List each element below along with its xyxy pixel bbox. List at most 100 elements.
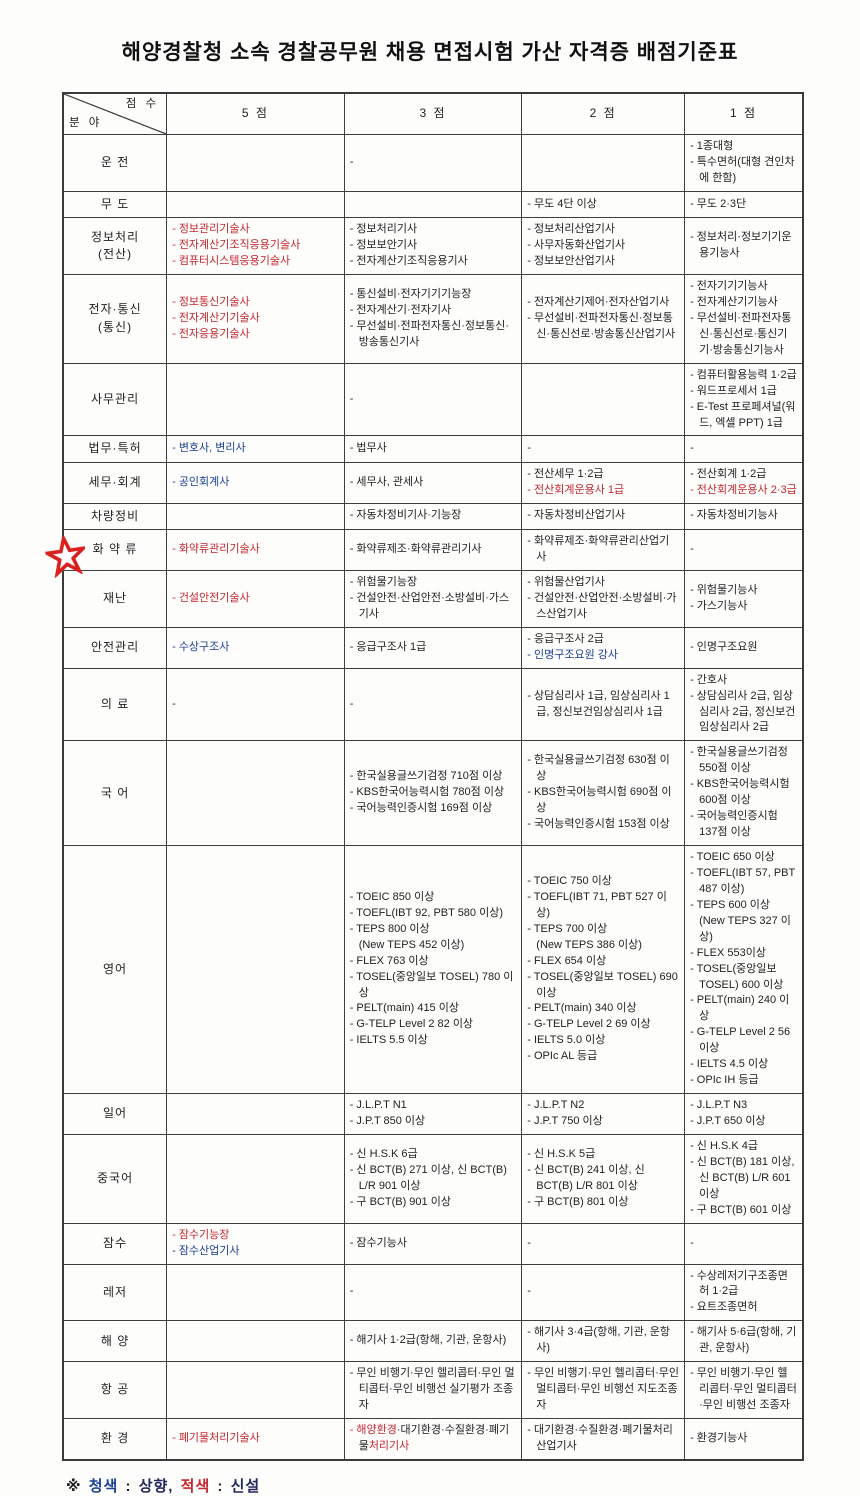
score-cell: - 한국실용글쓰기검정 630점 이상 - KBS한국어능력시험 690점 이상 -…: [521, 740, 686, 847]
cert-item: - 국어능력인증시험 169점 이상: [349, 802, 493, 815]
cert-item: - 해기사 3·4급(항해, 기관, 운항사): [527, 1326, 671, 1355]
star-icon: [43, 533, 89, 579]
score-cell: [521, 362, 686, 437]
cert-item: -: [172, 697, 176, 710]
cert-item: - 수상구조사: [172, 640, 230, 653]
score-cell: - 응급구조사 2급 - 인명구조요원 강사: [521, 626, 686, 669]
color-legend: ※ 청색 : 상향, 적색 : 신설: [66, 1475, 860, 1496]
table-row: 안전관리 - 수상구조사 - 응급구조사 1급 - 응급구조사 2급 - 인명구조요원 …: [62, 626, 804, 669]
category-cell: 운 전: [62, 134, 168, 192]
score-cell: -: [521, 1263, 686, 1322]
score-cell: - 무도 2·3단: [684, 190, 804, 219]
category-cell: 잠수: [62, 1222, 168, 1265]
score-cell: - 해기사 1·2급(항해, 기관, 운항사): [343, 1320, 523, 1363]
category-cell: 무 도: [62, 190, 168, 219]
cert-item: - 전자계산기·전자기사: [349, 303, 452, 316]
cert-item: - 해기사 5·6급(항해, 기관, 운항사): [690, 1326, 797, 1355]
cert-item: - 무도 2·3단: [690, 197, 747, 210]
table-row: 국 어 - 한국실용글쓰기검정 710점 이상 - KBS한국어능력시험 780점 …: [62, 740, 804, 847]
score-cell: - 전산세무 1·2급 - 전산회계운용사 1급: [521, 461, 686, 504]
cert-item: - 인명구조요원 강사: [527, 648, 619, 661]
score-cell: - 무인 비행기·무인 헬리콥터·무인 멀티콥터·무인 비행선 조종자: [684, 1361, 804, 1420]
cert-item: - J.P.T 650 이상: [690, 1115, 766, 1128]
cert-item: - FLEX 763 이상: [349, 954, 429, 967]
cert-item: - J.L.P.T N1: [349, 1099, 407, 1112]
score-cell: - 공인회계사: [166, 461, 345, 504]
score-cell: - 통신설비·전자기기기능장 - 전자계산기·전자기사 - 무선설비·전파전자통신·…: [343, 274, 523, 364]
score-cell: [166, 190, 345, 219]
cert-item: - 한국실용글쓰기검정 710점 이상: [349, 770, 503, 783]
cert-item: - 해양환경·대기환경·수질환경·폐기물처리기사: [349, 1424, 510, 1452]
score-cell: - 해기사 5·6급(항해, 기관, 운항사): [684, 1320, 804, 1363]
score-cell: - 한국실용글쓰기검정 550점 이상 - KBS한국어능력시험 600점 이상 -…: [684, 740, 804, 847]
score-cell: [166, 502, 345, 531]
category-cell: 해 양: [62, 1320, 168, 1363]
cert-item: - 전산세무 1·2급: [527, 467, 604, 480]
cert-item: - 잠수기능장: [172, 1228, 230, 1241]
score-cell: - 수상레저기구조종면허 1·2급 - 요트조종면허: [684, 1263, 804, 1322]
cert-item: - KBS한국어능력시험 690점 이상: [527, 786, 672, 815]
cert-item: - 구 BCT(B) 801 이상: [527, 1195, 629, 1208]
cert-item: - OPIc AL 등급: [527, 1050, 598, 1063]
score-cell: - TOEIC 650 이상 - TOEFL(IBT 57, PBT 487 이상…: [684, 845, 804, 1095]
cert-item: - 무선설비·전파전자통신·정보통신·통신선로·방송통신산업기사: [527, 311, 676, 340]
cert-item: - 응급구조사 2급: [527, 632, 604, 645]
cert-item: - 건설안전·산업안전·소방설비·가스산업기사: [527, 591, 677, 620]
cert-item: - 신 H.S.K 6급: [349, 1147, 418, 1160]
table-row: 중국어 - 신 H.S.K 6급 - 신 BCT(B) 271 이상, 신 BCT(…: [62, 1133, 804, 1224]
cert-item: - 국어능력인증시험 153점 이상: [527, 818, 670, 831]
cert-item: - 통신설비·전자기기기능장: [349, 287, 472, 300]
cert-item: - 전자계산기조직응용기술사: [172, 239, 301, 252]
table-row: 세무·회계 - 공인회계사 - 세무사, 관세사 - 전산세무 1·2급 - 전산회계운…: [62, 461, 804, 504]
cert-item: - 대기환경·수질환경·폐기물처리산업기사: [527, 1424, 673, 1452]
category-cell: 화 약 류: [62, 529, 168, 571]
cert-item: - 정보보안산업기사: [527, 255, 615, 268]
cert-item: - 인명구조요원: [690, 640, 758, 653]
table-row: 레저 - - - 수상레저기구조종면허 1·2급 - 요트조종면허: [62, 1263, 804, 1322]
table-row: 전자·통신 (통신) - 정보통신기술사 - 전자계산기기술사 - 전자응용기술사 - …: [62, 274, 804, 364]
cert-item: - 무선설비·전파전자통신·통신선로·통신기기·방송통신기능사: [690, 311, 792, 356]
cert-item: - 건설안전·산업안전·소방설비·가스기사: [349, 591, 510, 620]
cert-item: - PELT(main) 415 이상: [349, 1002, 459, 1015]
cert-item: - 전자응용기술사: [172, 327, 250, 340]
category-cell: 안전관리: [62, 626, 168, 669]
score-cell: - 무도 4단 이상: [521, 190, 686, 219]
score-cell: - 해양환경·대기환경·수질환경·폐기물처리기사: [343, 1418, 523, 1461]
cert-item: - IELTS 5.0 이상: [527, 1034, 606, 1047]
score-cell: -: [343, 362, 523, 437]
cert-item: - 신 BCT(B) 271 이상, 신 BCT(B) L/R 901 이상: [349, 1163, 507, 1192]
score-cell: - TOEIC 850 이상 - TOEFL(IBT 92, PBT 580 이상…: [343, 845, 523, 1095]
cert-item: - 무인 비행기·무인 헬리콥터·무인 멀티콥터·무인 비행선 조종자: [690, 1367, 797, 1412]
cert-item: - TOSEL(중앙일보 TOSEL) 690 이상: [527, 970, 678, 999]
score-cell: - 간호사 - 상담심리사 2급, 임상심리사 2급, 정신보건임상심리사 2급: [684, 667, 804, 742]
score-cell: - 폐기물처리기술사: [166, 1418, 345, 1461]
score-cell: [166, 1133, 345, 1224]
score-cell: [166, 1093, 345, 1135]
score-cell: - J.L.P.T N2 - J.P.T 750 이상: [521, 1093, 686, 1135]
cert-item: - 화약류관리기술사: [172, 543, 260, 556]
cert-item: -: [349, 697, 354, 710]
cert-item: - 정보통신기술사: [172, 295, 250, 308]
cert-item: - TOSEL(중앙일보 TOSEL) 780 이상: [349, 970, 514, 999]
score-cell: [343, 190, 523, 219]
cert-item: -: [690, 543, 694, 556]
cert-item: - TOEFL(IBT 57, PBT 487 이상): [690, 866, 796, 895]
cert-item: - 한국실용글쓰기검정 630점 이상: [527, 754, 670, 783]
table-row: 영어 - TOEIC 850 이상 - TOEFL(IBT 92, PBT 580 …: [62, 845, 804, 1095]
score-cell: - 1종대형 - 특수면허(대형 견인차에 한함): [684, 134, 804, 192]
score-cell: - 전산회계 1·2급 - 전산회계운용사 2·3급: [684, 461, 804, 504]
table-row: 재난 - 건설안전기술사 - 위험물기능장 - 건설안전·산업안전·소방설비·가스기사…: [62, 569, 804, 628]
cert-item: - TEPS 700 이상 (New TEPS 386 이상): [527, 922, 642, 951]
cert-item: - 전자계산기기능사: [690, 295, 778, 308]
score-cell: -: [343, 1263, 523, 1322]
score-cell: [166, 1263, 345, 1322]
score-cell: - 자동차정비기사·기능장: [343, 502, 523, 531]
score-cell: - 대기환경·수질환경·폐기물처리산업기사: [521, 1418, 686, 1461]
table-row: 운 전 - - 1종대형 - 특수면허(대형 견인차에 한함): [62, 134, 804, 192]
column-header-2: 2 점: [521, 92, 686, 135]
cert-item: - G-TELP Level 2 56 이상: [690, 1026, 791, 1055]
cert-item: - IELTS 5.5 이상: [349, 1034, 428, 1047]
cert-item: -: [349, 392, 354, 405]
cert-item: - 상담심리사 1급, 임상심리사 1급, 정신보건임상심리사 1급: [527, 689, 670, 718]
score-cell: [166, 362, 345, 437]
